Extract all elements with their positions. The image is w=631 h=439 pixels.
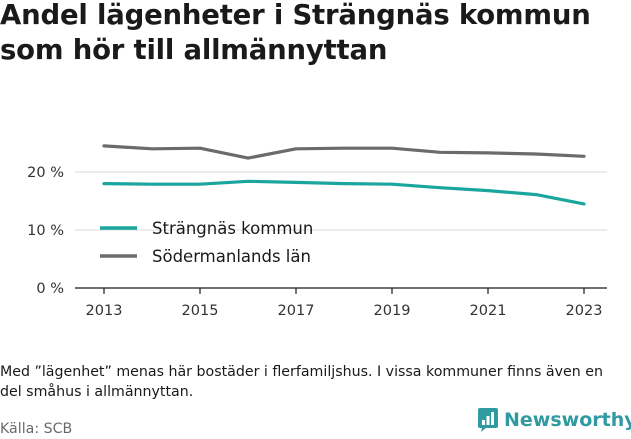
x-tick-label: 2013	[86, 303, 123, 319]
legend-label: Södermanlands län	[152, 247, 311, 266]
brand-logo: Newsworthy	[477, 407, 631, 433]
series-line-strangnas	[102, 179, 586, 206]
legend-label: Strängnäs kommun	[152, 219, 313, 238]
x-tick-label: 2021	[470, 303, 507, 319]
y-tick-label: 0 %	[36, 281, 64, 297]
x-tick-label: 2017	[278, 303, 315, 319]
chart-title: Andel lägenheter i Strängnäs kommun som …	[0, 0, 591, 66]
x-axis: 2013 2015 2017 2019 2021 2023	[86, 288, 603, 319]
x-tick-label: 2015	[182, 303, 219, 319]
chart-grid	[75, 171, 607, 289]
footnote: Med ”lägenhet” menas här bostäder i fler…	[0, 364, 603, 400]
x-tick-label: 2023	[566, 303, 603, 319]
y-axis: 0 % 10 % 20 %	[27, 165, 64, 297]
y-tick-label: 20 %	[27, 165, 64, 181]
source-label: Källa: SCB	[0, 421, 73, 437]
line-chart: 0 % 10 % 20 % 2013 2015 2017 2019 2021 2023 Str…	[27, 144, 607, 319]
chart-legend: Strängnäs kommun Södermanlands län	[100, 219, 313, 266]
x-tick-label: 2019	[374, 303, 411, 319]
series-line-sodermanland	[102, 144, 586, 160]
brand-name: Newsworthy	[504, 409, 631, 431]
chart-lines	[102, 144, 586, 206]
y-tick-label: 10 %	[27, 223, 64, 239]
newsworthy-icon	[478, 408, 498, 432]
